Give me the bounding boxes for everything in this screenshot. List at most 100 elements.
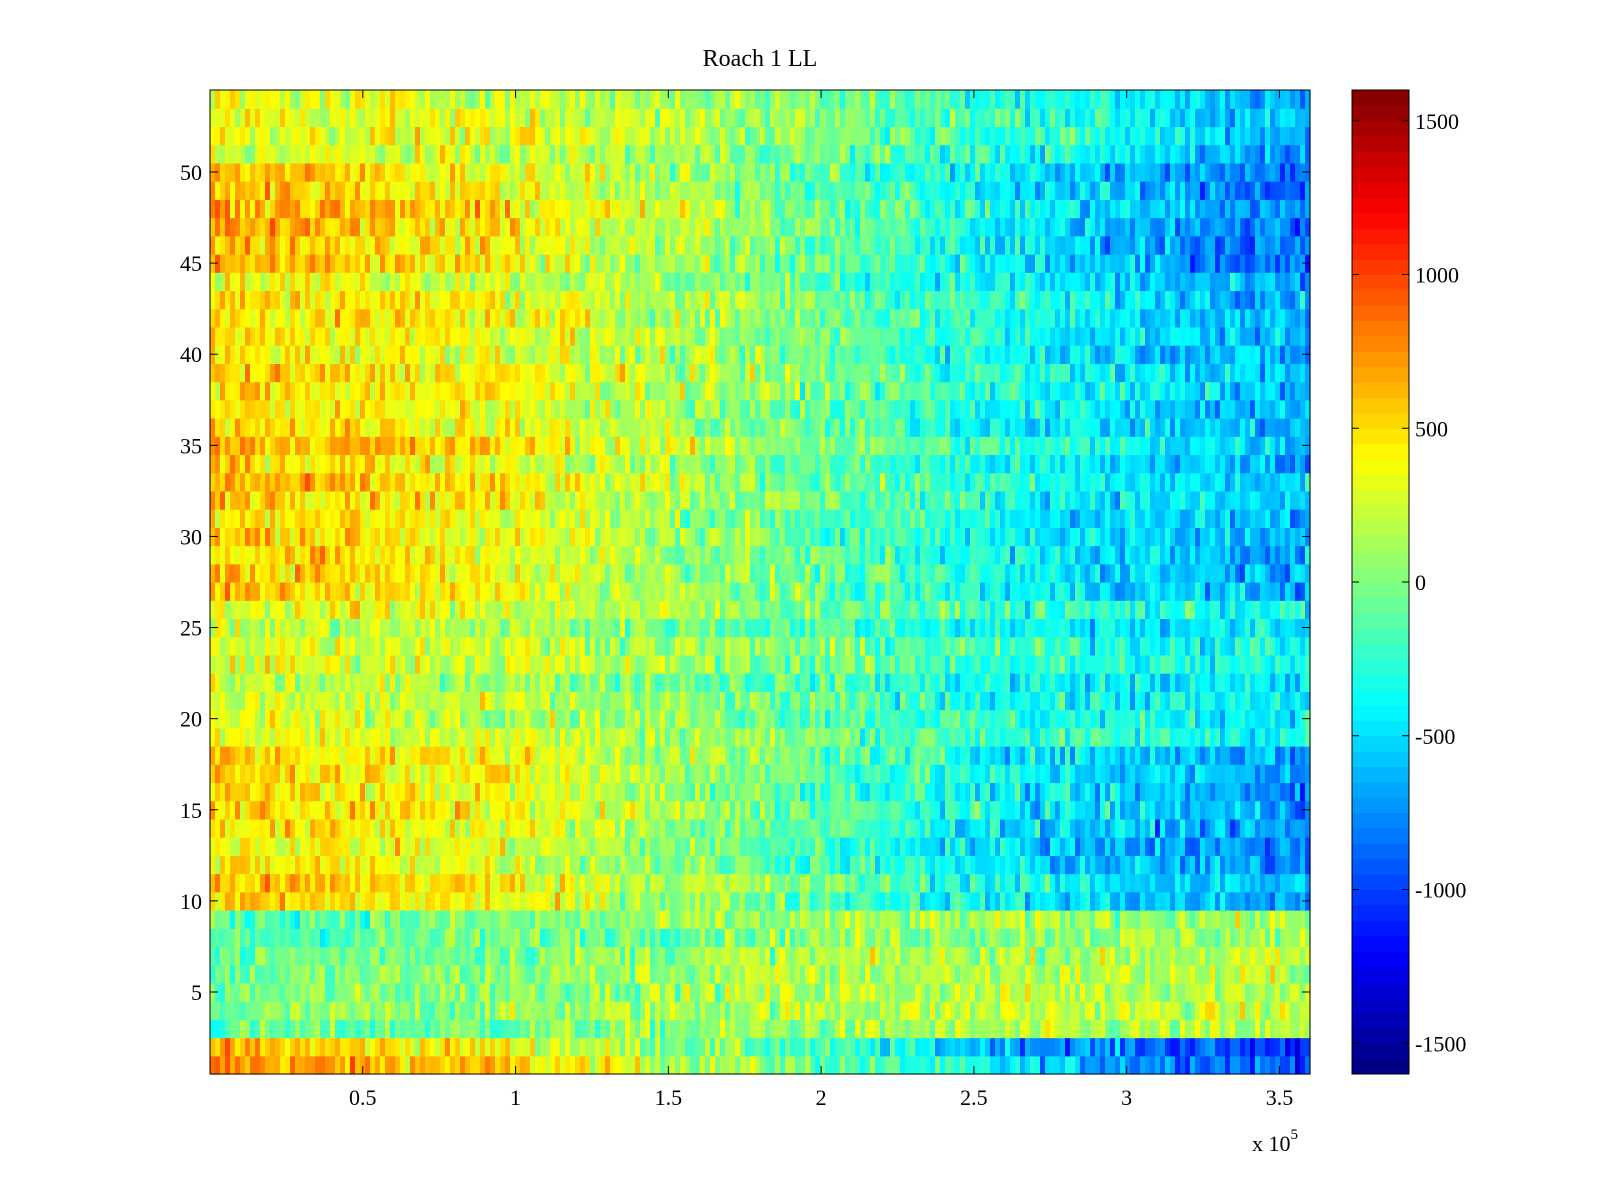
heatmap-cell [305, 709, 311, 729]
heatmap-cell [235, 873, 241, 893]
heatmap-cell [1245, 800, 1251, 820]
heatmap-cell [665, 818, 671, 838]
heatmap-cell [680, 855, 686, 875]
heatmap-cell [695, 782, 701, 802]
heatmap-cell [435, 1037, 441, 1057]
heatmap-cell [815, 891, 821, 911]
heatmap-cell [470, 746, 476, 765]
heatmap-cell [510, 709, 516, 729]
heatmap-cell [215, 910, 221, 929]
heatmap-cell [1030, 709, 1036, 729]
heatmap-cell [235, 654, 241, 674]
heatmap-cell [865, 654, 871, 674]
heatmap-cell [895, 818, 901, 838]
heatmap-cell [1115, 873, 1121, 893]
heatmap-cell [1055, 891, 1061, 911]
heatmap-cell [1135, 855, 1141, 875]
heatmap-cell [875, 800, 881, 820]
heatmap-cell [705, 782, 711, 802]
heatmap-cell [270, 691, 276, 711]
heatmap-cell [1230, 855, 1236, 875]
heatmap-cell [1215, 782, 1221, 802]
heatmap-cell [900, 746, 906, 765]
heatmap-cell [235, 764, 241, 784]
heatmap-cell [650, 982, 656, 1002]
heatmap-cell [1160, 873, 1166, 893]
heatmap-cell [855, 764, 861, 784]
heatmap-cell [1240, 946, 1246, 966]
heatmap-cell [925, 855, 931, 875]
heatmap-cell [470, 928, 476, 948]
heatmap-cell [575, 855, 581, 875]
heatmap-cell [1085, 964, 1091, 984]
heatmap-cell [825, 764, 831, 784]
heatmap-cell [290, 982, 296, 1002]
heatmap-cell [540, 782, 546, 802]
heatmap-cell [500, 910, 506, 929]
heatmap-cell [690, 1001, 696, 1020]
heatmap-cell [1170, 1001, 1176, 1020]
heatmap-cell [485, 891, 491, 911]
heatmap-cell [415, 910, 421, 929]
heatmap-cell [645, 855, 651, 875]
heatmap-cell [345, 727, 351, 747]
heatmap-cell [1175, 873, 1181, 893]
heatmap-cell [910, 928, 916, 948]
heatmap-cell [1170, 782, 1176, 802]
heatmap-cell [1285, 782, 1291, 802]
heatmap-cell [960, 1001, 966, 1020]
heatmap-cell [1185, 673, 1191, 692]
heatmap-cell [1125, 764, 1131, 784]
heatmap-cell [1100, 910, 1106, 929]
heatmap-cell [210, 873, 216, 893]
heatmap-cell [1045, 1019, 1051, 1039]
heatmap-cell [970, 964, 976, 984]
heatmap-cell [1290, 691, 1296, 711]
heatmap-cell [820, 928, 826, 948]
heatmap-cell [560, 1019, 566, 1039]
heatmap-cell [345, 910, 351, 929]
heatmap-cell [675, 964, 681, 984]
heatmap-cell [565, 691, 571, 711]
heatmap-cell [1160, 746, 1166, 765]
heatmap-cell [425, 764, 431, 784]
heatmap-cell [660, 691, 666, 711]
heatmap-cell [670, 818, 676, 838]
heatmap-cell [1305, 691, 1311, 711]
heatmap-cell [1235, 946, 1241, 966]
heatmap-cell [455, 928, 461, 948]
heatmap-cell [1285, 746, 1291, 765]
heatmap-cell [1010, 782, 1016, 802]
heatmap-cell [935, 782, 941, 802]
heatmap-cell [530, 1037, 536, 1057]
heatmap-cell [220, 982, 226, 1002]
heatmap-cell [1230, 1037, 1236, 1057]
heatmap-cell [700, 1001, 706, 1020]
heatmap-cell [1150, 727, 1156, 747]
heatmap-cell [1295, 982, 1301, 1002]
heatmap-cell [365, 873, 371, 893]
heatmap-cell [990, 928, 996, 948]
heatmap-cell [555, 673, 561, 692]
heatmap-cell [435, 709, 441, 729]
heatmap-cell [330, 873, 336, 893]
heatmap-cell [675, 673, 681, 692]
heatmap-cell [725, 709, 731, 729]
heatmap-cell [480, 837, 486, 856]
heatmap-cell [810, 837, 816, 856]
heatmap-cell [865, 928, 871, 948]
heatmap-cell [1110, 818, 1116, 838]
heatmap-cell [545, 1037, 551, 1057]
heatmap-cell [1285, 800, 1291, 820]
heatmap-cell [1115, 818, 1121, 838]
heatmap-cell [380, 1037, 386, 1057]
heatmap-cell [275, 727, 281, 747]
heatmap-cell [905, 855, 911, 875]
heatmap-cell [395, 964, 401, 984]
heatmap-cell [890, 873, 896, 893]
heatmap-cell [1225, 855, 1231, 875]
heatmap-cell [1090, 982, 1096, 1002]
heatmap-cell [1275, 928, 1281, 948]
heatmap-cell [475, 855, 481, 875]
heatmap-cell [1200, 691, 1206, 711]
